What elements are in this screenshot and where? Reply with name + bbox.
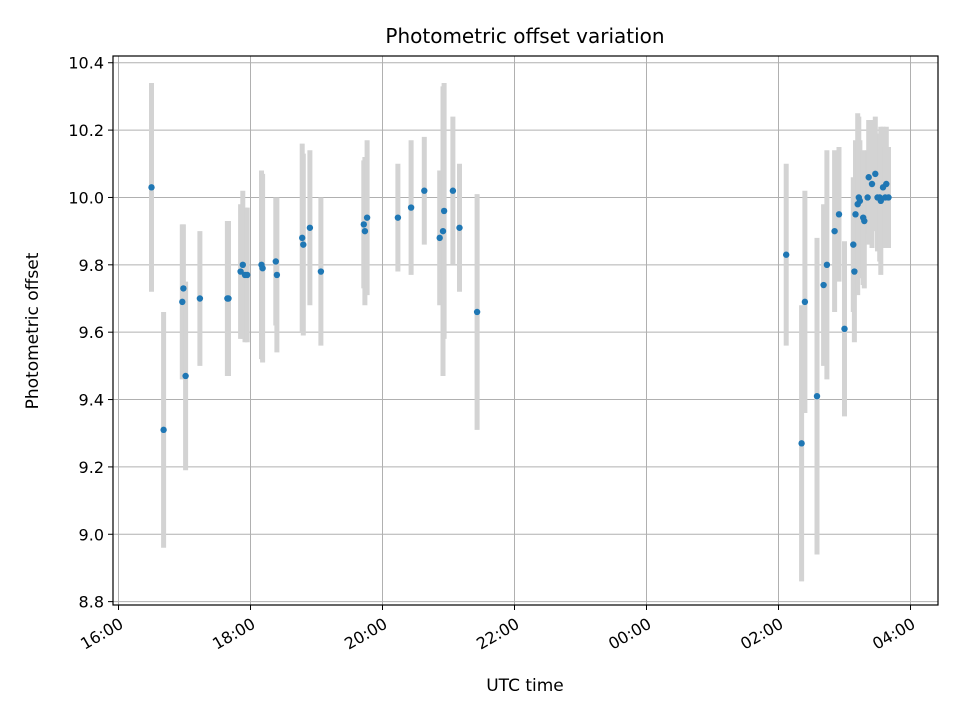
y-axis-title: Photometric offset	[23, 252, 43, 409]
data-point	[237, 268, 244, 275]
points	[148, 170, 892, 447]
chart-title: Photometric offset variation	[385, 24, 664, 48]
data-point	[885, 194, 892, 201]
data-point	[360, 221, 367, 228]
data-point	[801, 298, 809, 306]
data-point	[436, 234, 443, 242]
y-tick-label: 9.8	[79, 256, 104, 275]
data-point	[439, 227, 447, 235]
data-point	[850, 241, 857, 248]
y-tick-label: 9.6	[79, 323, 104, 342]
data-point	[273, 271, 281, 279]
y-tick-label: 9.4	[79, 391, 104, 410]
data-point	[363, 214, 371, 221]
data-point	[182, 372, 189, 380]
data-point	[852, 211, 859, 218]
data-point	[820, 281, 827, 289]
data-point	[272, 258, 279, 265]
data-point	[196, 295, 204, 302]
data-point	[473, 308, 481, 316]
data-point	[851, 268, 858, 275]
y-tick-label: 9.0	[79, 525, 104, 544]
data-point	[317, 268, 325, 275]
data-point	[244, 271, 251, 279]
data-point	[449, 187, 457, 194]
y-tick-label: 10.4	[68, 54, 104, 73]
plot-frame	[112, 55, 939, 606]
data-point	[407, 204, 415, 211]
data-point	[306, 224, 314, 231]
data-point	[831, 227, 838, 235]
grid	[113, 56, 938, 605]
data-point	[300, 241, 307, 248]
data-point	[798, 440, 805, 447]
x-axis-title: UTC time	[486, 676, 564, 696]
data-point	[783, 251, 790, 258]
y-tick-label: 10.0	[68, 188, 104, 207]
data-point	[877, 197, 884, 205]
data-point	[835, 211, 843, 218]
data-point	[456, 224, 463, 231]
data-point	[148, 184, 155, 191]
data-point	[813, 392, 821, 400]
data-point	[865, 174, 872, 181]
y-tick-label: 8.8	[79, 593, 104, 612]
data-point	[259, 264, 266, 272]
y-axis: 8.8 9.0 9.2 9.4 9.6 9.8 10.0 10.2 10.4	[68, 54, 113, 612]
y-tick-label: 9.2	[79, 458, 104, 477]
data-point	[440, 207, 448, 215]
data-point	[841, 325, 848, 333]
data-point	[861, 217, 868, 225]
data-point	[864, 194, 871, 201]
data-point	[180, 285, 187, 292]
data-point	[179, 298, 186, 306]
data-point	[868, 180, 876, 188]
y-tick-label: 10.2	[68, 121, 104, 140]
data-point	[872, 170, 879, 178]
data-point	[225, 295, 232, 302]
data-point	[883, 180, 890, 188]
data-point	[361, 227, 369, 235]
data-point	[394, 214, 402, 221]
data-point	[823, 261, 831, 269]
data-point	[299, 234, 306, 242]
data-point	[239, 261, 246, 269]
data-point	[856, 197, 864, 205]
data-point	[160, 426, 167, 434]
data-point	[421, 187, 428, 194]
